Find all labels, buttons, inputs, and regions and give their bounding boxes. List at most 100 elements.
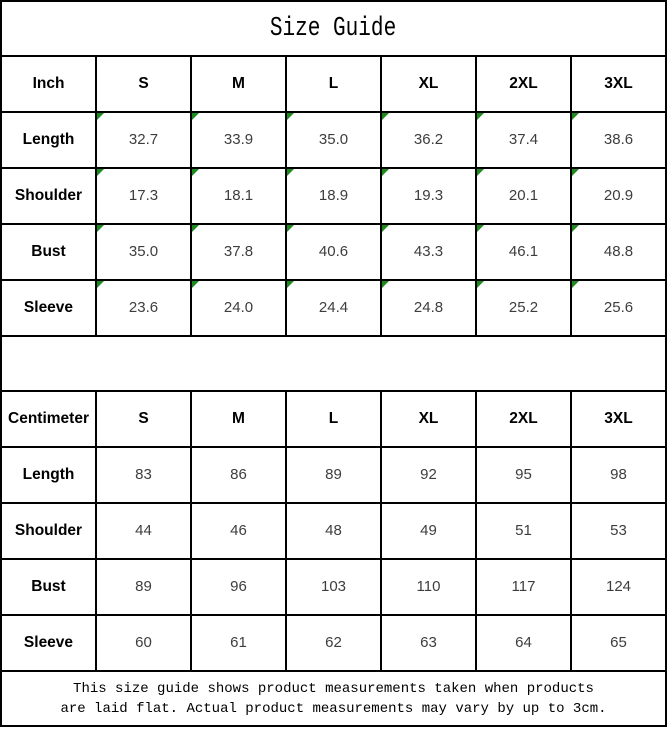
size-header-m: M [190,55,287,113]
size-header-xl: XL [380,55,477,113]
inch-size-table: Inch S M L XL 2XL 3XL Length 32.7 33.9 3… [0,55,667,337]
measurement-cell: 33.9 [190,111,287,169]
row-label-bust: Bust [0,558,97,616]
table-row-bust: Bust 89 96 103 110 117 124 [0,558,667,616]
cell-corner-flag-icon [287,281,294,288]
measurement-cell: 46.1 [475,223,572,281]
measurement-cell: 18.1 [190,167,287,225]
size-header-3xl: 3XL [570,55,667,113]
row-label-sleeve: Sleeve [0,614,97,672]
measurement-cell: 17.3 [95,167,192,225]
measurement-value: 65 [610,634,627,651]
cell-corner-flag-icon [287,113,294,120]
measurement-cell: 117 [475,558,572,616]
cell-corner-flag-icon [97,113,104,120]
measurement-value: 61 [230,634,247,651]
table-row-shoulder: Shoulder 17.3 18.1 18.9 19.3 20.1 20.9 [0,167,667,225]
measurement-cell: 20.9 [570,167,667,225]
measurement-value: 83 [135,466,152,483]
measurement-cell: 25.6 [570,279,667,337]
measurement-cell: 124 [570,558,667,616]
measurement-cell: 89 [285,446,382,504]
measurement-value: 95 [515,466,532,483]
measurement-value: 96 [230,578,247,595]
measurement-cell: 35.0 [285,111,382,169]
measurement-value: 40.6 [318,243,349,260]
measurement-value: 92 [420,466,437,483]
measurement-value: 38.6 [603,131,634,148]
inch-table-header-row: Inch S M L XL 2XL 3XL [0,55,667,113]
footer-note-line1: This size guide shows product measuremen… [73,680,594,697]
measurement-value: 37.4 [508,131,539,148]
measurement-cell: 110 [380,558,477,616]
measurement-value: 43.3 [413,243,444,260]
measurement-cell: 48.8 [570,223,667,281]
measurement-cell: 51 [475,502,572,560]
measurement-cell: 24.8 [380,279,477,337]
cell-corner-flag-icon [192,169,199,176]
measurement-cell: 48 [285,502,382,560]
row-label-length: Length [0,446,97,504]
row-label-shoulder: Shoulder [0,167,97,225]
measurement-value: 46 [230,522,247,539]
measurement-value: 51 [515,522,532,539]
cell-corner-flag-icon [477,225,484,232]
measurement-value: 24.4 [318,299,349,316]
cell-corner-flag-icon [382,281,389,288]
cell-corner-flag-icon [287,225,294,232]
measurement-value: 110 [416,578,441,595]
measurement-cell: 49 [380,502,477,560]
measurement-value: 20.9 [603,187,634,204]
measurement-value: 23.6 [128,299,159,316]
measurement-value: 20.1 [508,187,539,204]
table-row-sleeve: Sleeve 23.6 24.0 24.4 24.8 25.2 25.6 [0,279,667,337]
measurement-cell: 25.2 [475,279,572,337]
measurement-cell: 53 [570,502,667,560]
measurement-cell: 61 [190,614,287,672]
measurement-value: 48.8 [603,243,634,260]
measurement-cell: 60 [95,614,192,672]
size-header-s: S [95,55,192,113]
measurement-cell: 92 [380,446,477,504]
page-title: Size Guide [270,13,397,44]
measurement-cell: 37.8 [190,223,287,281]
size-header-s: S [95,390,192,448]
measurement-cell: 38.6 [570,111,667,169]
row-label-shoulder: Shoulder [0,502,97,560]
measurement-cell: 89 [95,558,192,616]
table-row-bust: Bust 35.0 37.8 40.6 43.3 46.1 48.8 [0,223,667,281]
measurement-value: 35.0 [128,243,159,260]
measurement-cell: 95 [475,446,572,504]
measurement-cell: 24.4 [285,279,382,337]
measurement-value: 117 [511,578,536,595]
measurement-cell: 19.3 [380,167,477,225]
cell-corner-flag-icon [192,281,199,288]
measurement-cell: 64 [475,614,572,672]
measurement-cell: 32.7 [95,111,192,169]
measurement-value: 18.9 [318,187,349,204]
measurement-cell: 96 [190,558,287,616]
measurement-cell: 36.2 [380,111,477,169]
size-header-3xl: 3XL [570,390,667,448]
cell-corner-flag-icon [97,225,104,232]
size-header-l: L [285,390,382,448]
cell-corner-flag-icon [382,225,389,232]
measurement-value: 89 [135,578,152,595]
table-row-length: Length 83 86 89 92 95 98 [0,446,667,504]
table-row-shoulder: Shoulder 44 46 48 49 51 53 [0,502,667,560]
footer-note-line2: are laid flat. Actual product measuremen… [60,700,607,717]
cell-corner-flag-icon [192,113,199,120]
measurement-value: 64 [515,634,532,651]
table-row-sleeve: Sleeve 60 61 62 63 64 65 [0,614,667,672]
measurement-value: 24.0 [223,299,254,316]
measurement-cell: 86 [190,446,287,504]
cm-table-header-row: Centimeter S M L XL 2XL 3XL [0,390,667,448]
cell-corner-flag-icon [477,281,484,288]
measurement-value: 103 [320,578,347,595]
measurement-cell: 35.0 [95,223,192,281]
measurement-value: 25.6 [603,299,634,316]
spacer-row [0,335,667,392]
measurement-cell: 83 [95,446,192,504]
measurement-value: 24.8 [413,299,444,316]
